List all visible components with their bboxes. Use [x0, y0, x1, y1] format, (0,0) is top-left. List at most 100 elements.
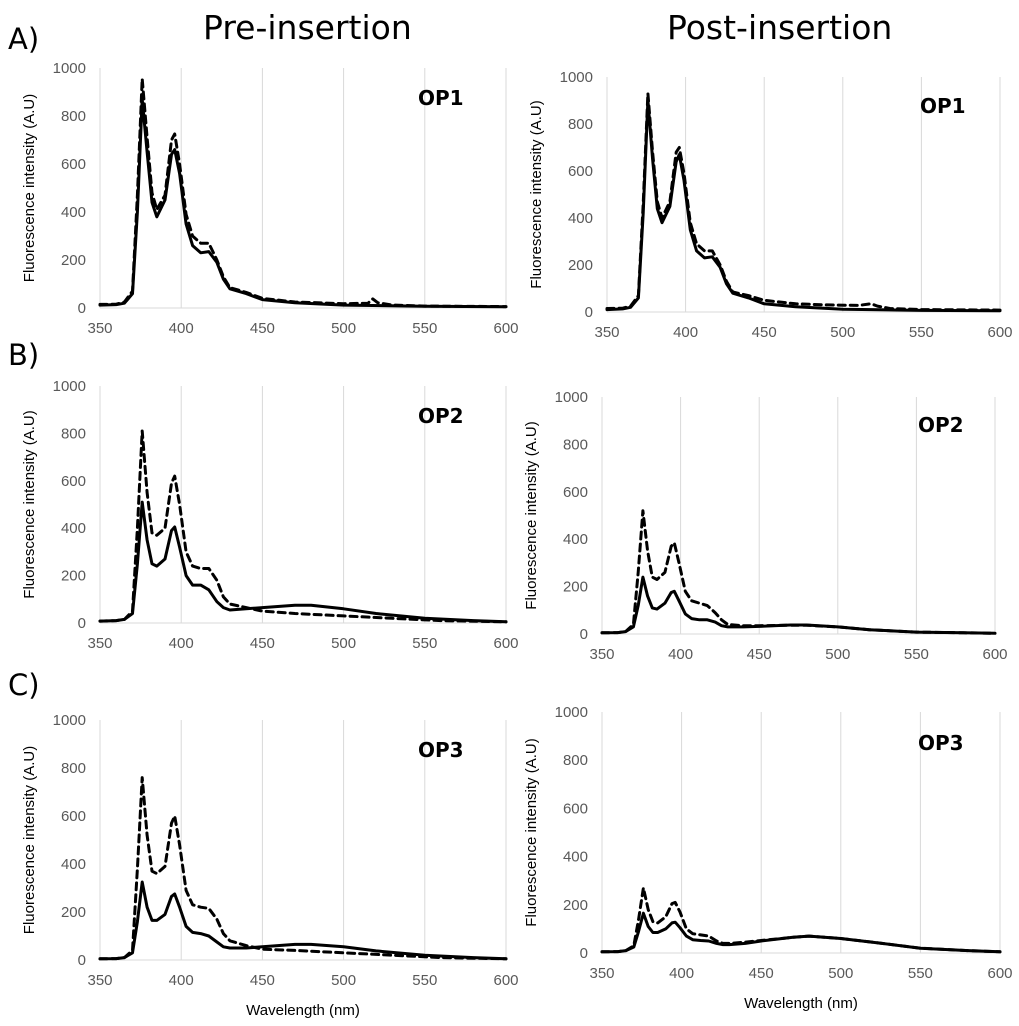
y-tick-label: 0 — [78, 300, 86, 317]
y-axis-title: Fluorescence intensity (A.U) — [523, 421, 540, 609]
x-tick-label: 550 — [904, 646, 929, 663]
x-tick-label: 350 — [589, 965, 614, 982]
x-tick-label: 550 — [909, 324, 934, 341]
y-tick-label: 600 — [568, 163, 593, 180]
x-tick-label: 550 — [412, 972, 437, 989]
row-label-a: A) — [8, 22, 40, 56]
x-tick-label: 550 — [908, 965, 933, 982]
series-line-solid — [98, 500, 508, 624]
y-tick-label: 800 — [61, 425, 86, 442]
row-label-c: C) — [8, 668, 40, 702]
column-title-pre: Pre-insertion — [203, 8, 412, 47]
y-axis-title: Fluorescence intensity (A.U) — [21, 746, 38, 934]
x-tick-label: 400 — [673, 324, 698, 341]
panel-label: OP1 — [920, 94, 966, 118]
x-tick-label: 600 — [493, 635, 518, 652]
x-tick-label: 500 — [825, 646, 850, 663]
y-tick-label: 400 — [61, 204, 86, 221]
y-tick-label: 1000 — [555, 389, 588, 406]
y-tick-label: 0 — [580, 945, 588, 962]
series-line-dashed — [98, 77, 508, 309]
y-tick-label: 200 — [563, 579, 588, 596]
y-axis-title: Fluorescence intensity (A.U) — [21, 410, 38, 598]
y-tick-label: 600 — [563, 484, 588, 501]
x-tick-label: 500 — [331, 320, 356, 337]
y-tick-label: 600 — [61, 473, 86, 490]
y-tick-label: 400 — [563, 849, 588, 866]
y-tick-label: 600 — [61, 808, 86, 825]
x-axis-title: Wavelength (nm) — [246, 1002, 360, 1019]
x-tick-label: 350 — [594, 324, 619, 341]
x-tick-label: 400 — [668, 646, 693, 663]
y-axis-title: Fluorescence intensity (A.U) — [523, 738, 540, 926]
row-label-b: B) — [8, 338, 40, 372]
series-line-solid — [98, 880, 508, 961]
x-tick-label: 400 — [169, 320, 194, 337]
series-line-dashed — [605, 91, 1002, 312]
x-tick-label: 600 — [493, 320, 518, 337]
panel-label: OP3 — [418, 738, 464, 762]
y-tick-label: 800 — [61, 760, 86, 777]
x-tick-label: 600 — [982, 646, 1007, 663]
series-line-dashed — [98, 776, 508, 961]
y-tick-label: 1000 — [53, 60, 86, 77]
y-tick-label: 0 — [585, 304, 593, 321]
x-tick-label: 450 — [747, 646, 772, 663]
y-tick-label: 1000 — [560, 69, 593, 86]
panel-label: OP2 — [418, 404, 464, 428]
x-tick-label: 450 — [749, 965, 774, 982]
x-tick-label: 400 — [169, 972, 194, 989]
x-tick-label: 500 — [830, 324, 855, 341]
y-tick-label: 600 — [563, 800, 588, 817]
x-tick-label: 350 — [87, 972, 112, 989]
x-tick-label: 550 — [412, 635, 437, 652]
y-axis-title: Fluorescence intensity (A.U) — [21, 94, 38, 282]
y-tick-label: 1000 — [53, 712, 86, 729]
x-tick-label: 600 — [987, 324, 1012, 341]
x-tick-label: 450 — [250, 320, 275, 337]
x-tick-label: 350 — [589, 646, 614, 663]
y-tick-label: 800 — [563, 752, 588, 769]
series-line-dashed — [600, 886, 1002, 954]
x-tick-label: 400 — [669, 965, 694, 982]
y-tick-label: 200 — [61, 568, 86, 585]
y-tick-label: 0 — [580, 626, 588, 643]
series-line-dashed — [98, 429, 508, 624]
panel-label: OP3 — [918, 731, 964, 755]
y-tick-label: 0 — [78, 615, 86, 632]
x-tick-label: 600 — [493, 972, 518, 989]
y-tick-label: 600 — [61, 156, 86, 173]
y-tick-label: 800 — [61, 108, 86, 125]
x-tick-label: 550 — [412, 320, 437, 337]
panel-label: OP2 — [918, 413, 964, 437]
x-tick-label: 450 — [250, 972, 275, 989]
x-tick-label: 350 — [87, 320, 112, 337]
y-tick-label: 400 — [61, 856, 86, 873]
x-tick-label: 450 — [250, 635, 275, 652]
y-tick-label: 400 — [61, 520, 86, 537]
x-tick-label: 500 — [331, 635, 356, 652]
x-tick-label: 500 — [828, 965, 853, 982]
y-tick-label: 0 — [78, 952, 86, 969]
y-tick-label: 1000 — [555, 704, 588, 721]
column-title-post: Post-insertion — [667, 8, 893, 47]
panel-label: OP1 — [418, 86, 464, 110]
y-tick-label: 200 — [61, 904, 86, 921]
y-tick-label: 800 — [563, 436, 588, 453]
x-tick-label: 500 — [331, 972, 356, 989]
y-tick-label: 200 — [568, 257, 593, 274]
x-tick-label: 450 — [752, 324, 777, 341]
x-tick-label: 350 — [87, 635, 112, 652]
y-tick-label: 400 — [563, 531, 588, 548]
x-tick-label: 600 — [987, 965, 1012, 982]
y-tick-label: 200 — [61, 252, 86, 269]
y-tick-label: 200 — [563, 897, 588, 914]
y-tick-label: 1000 — [53, 378, 86, 395]
y-axis-title: Fluorescence intensity (A.U) — [528, 100, 545, 288]
